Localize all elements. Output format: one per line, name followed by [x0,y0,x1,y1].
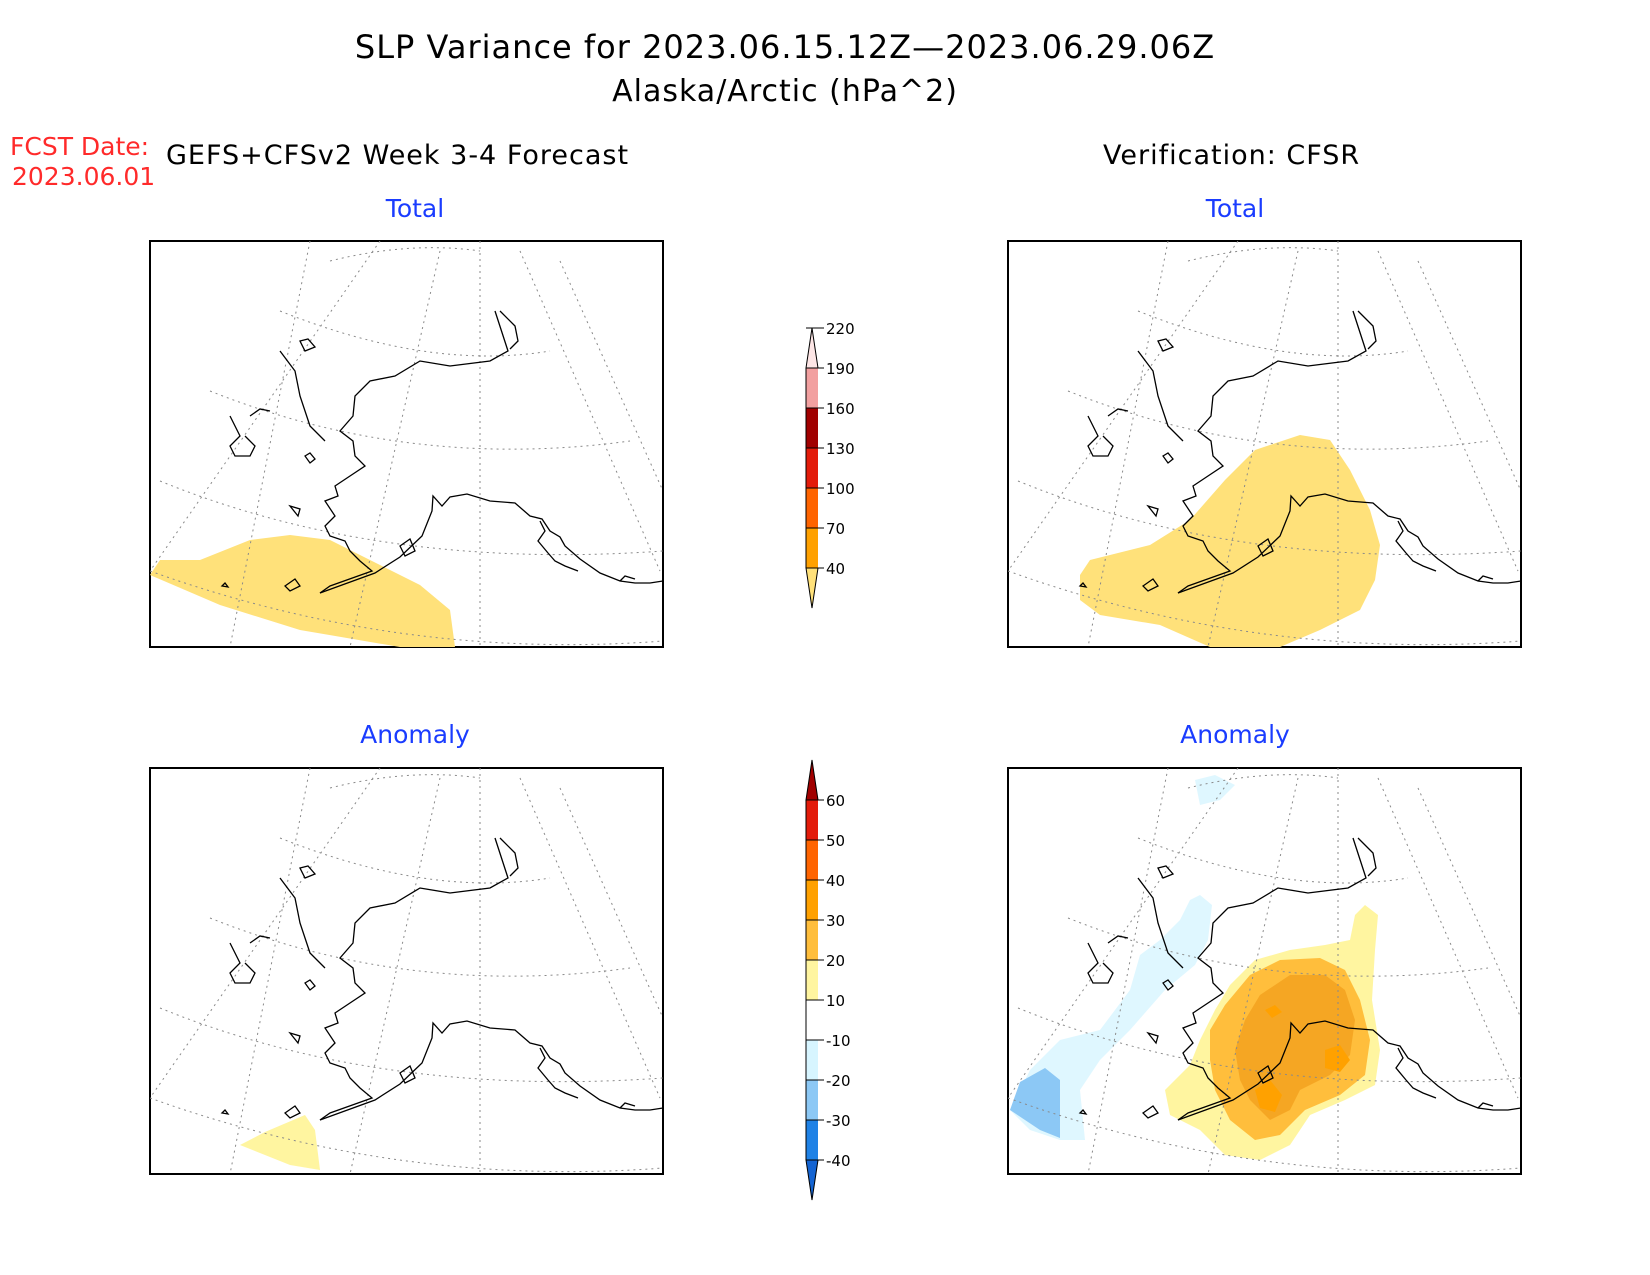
colorbar-anomaly-label: 20 [826,952,845,970]
colorbar-anomaly-swatch [806,880,818,920]
colorbar-anomaly-label: -10 [826,1032,851,1050]
colorbar-anomaly-label: 60 [826,792,845,810]
shade-fcst-total [150,535,455,647]
colorbar-total-swatch [806,408,818,448]
shade-verif-total [1080,435,1380,647]
panel-frame-fcst-anomaly [149,767,664,1175]
colorbar-anomaly-swatch [806,960,818,1000]
panel-frame-verif-anomaly [1007,767,1522,1175]
colorbar-total-label: 100 [826,480,855,498]
main-title: SLP Variance for 2023.06.15.12Z—2023.06.… [354,28,1216,66]
colorbar-total-label: 160 [826,400,855,418]
colorbar-total: 40 70 100 130 160 190 220 [805,320,855,609]
colorbar-total-swatch [805,567,819,609]
shade-verif-pos40a [1265,1005,1282,1018]
colorbar-total-label: 190 [826,360,855,378]
shade-verif-pos40c [1255,1080,1282,1112]
shade-verif-neg-left [1010,895,1212,1140]
map-fcst-anomaly [150,768,663,1174]
colorbar-anomaly-label: -30 [826,1112,851,1130]
shade-fcst-anomaly [240,1115,320,1170]
forecast-date: 2023.06.01 [12,162,156,191]
colorbar-anomaly-swatch [806,1120,818,1160]
shade-verif-neg-top [1195,775,1235,805]
colorbar-anomaly-swatch [806,1080,818,1120]
colorbar-anomaly-label: 30 [826,912,845,930]
main-subtitle: Alaska/Arctic (hPa^2) [612,74,958,109]
colorbar-anomaly-swatch [805,1159,819,1201]
colorbar-anomaly-label: -20 [826,1072,851,1090]
colorbar-anomaly-swatch [805,759,819,801]
colorbar-anomaly-swatch [806,1000,818,1040]
shade-verif-neg20 [1010,1068,1060,1138]
colorbar-total-swatch [806,448,818,488]
map-verif-anomaly [1008,768,1521,1174]
panel-title-fcst-total: Total [385,194,445,223]
colorbar-total-label: 70 [826,520,845,538]
colorbar-total-swatch [806,368,818,408]
map-fcst-total [150,241,663,647]
verification-heading: Verification: CFSR [1103,140,1361,171]
colorbar-total-label: 40 [826,560,845,578]
colorbar-anomaly-swatch [806,920,818,960]
colorbar-total-swatch [806,488,818,528]
colorbar-anomaly-label: 40 [826,872,845,890]
colorbar-anomaly-label: -40 [826,1152,851,1170]
colorbar-anomaly-swatch [806,800,818,840]
colorbar-total-swatch [806,528,818,568]
colorbar-anomaly-swatch [806,840,818,880]
colorbar-anomaly-label: 10 [826,992,845,1010]
forecast-heading: GEFS+CFSv2 Week 3-4 Forecast [166,140,630,171]
colorbar-total-label: 220 [826,320,855,338]
panel-title-verif-total: Total [1205,194,1265,223]
colorbar-anomaly: -40 -30 -20 -10 10 20 30 40 50 60 [805,759,851,1201]
colorbar-anomaly-label: 50 [826,832,845,850]
colorbar-total-label: 130 [826,440,855,458]
panel-title-fcst-anomaly: Anomaly [360,720,470,749]
colorbar-total-swatch [805,327,819,369]
map-verif-total [1008,241,1521,647]
colorbar-anomaly-swatch [806,1040,818,1080]
panel-title-verif-anomaly: Anomaly [1180,720,1290,749]
forecast-date-label: FCST Date: [10,132,150,161]
shade-verif-pos40b [1325,1045,1350,1072]
